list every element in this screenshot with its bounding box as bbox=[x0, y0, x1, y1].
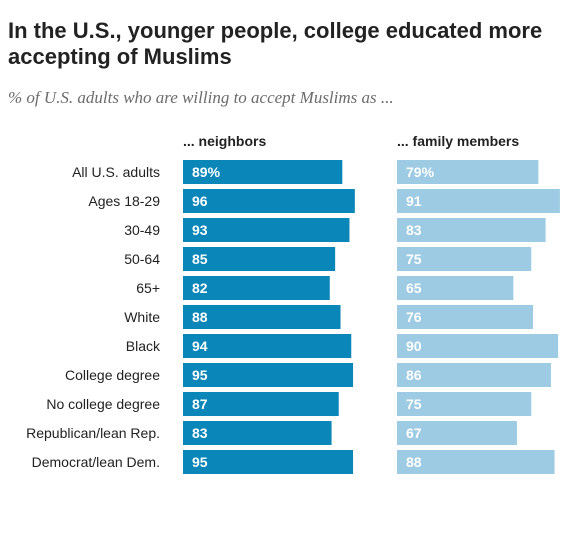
bar-neighbors bbox=[183, 189, 355, 213]
bar-family bbox=[397, 305, 534, 329]
category-label: All U.S. adults bbox=[72, 164, 160, 180]
chart-subtitle: % of U.S. adults who are willing to acce… bbox=[8, 88, 394, 107]
value-label-neighbors: 95 bbox=[192, 454, 208, 470]
bar-neighbors bbox=[183, 276, 330, 300]
value-label-family: 67 bbox=[406, 425, 422, 441]
value-label-family: 75 bbox=[406, 396, 422, 412]
value-label-family: 90 bbox=[406, 338, 422, 354]
bar-family bbox=[397, 160, 539, 184]
value-label-family: 75 bbox=[406, 251, 422, 267]
value-label-family: 79% bbox=[406, 164, 435, 180]
bar-neighbors bbox=[183, 363, 354, 387]
bar-family bbox=[397, 247, 532, 271]
bar-family bbox=[397, 363, 551, 387]
category-label: White bbox=[124, 309, 160, 325]
category-label: No college degree bbox=[46, 396, 160, 412]
bar-neighbors bbox=[183, 334, 352, 358]
value-label-neighbors: 85 bbox=[192, 251, 208, 267]
category-label: 65+ bbox=[136, 280, 160, 296]
bar-family bbox=[397, 392, 532, 416]
bar-family bbox=[397, 421, 517, 445]
bar-neighbors bbox=[183, 450, 354, 474]
value-label-neighbors: 96 bbox=[192, 193, 208, 209]
value-label-family: 65 bbox=[406, 280, 422, 296]
value-label-neighbors: 89% bbox=[192, 164, 221, 180]
category-label: Black bbox=[126, 338, 161, 354]
value-label-family: 86 bbox=[406, 367, 422, 383]
value-label-neighbors: 82 bbox=[192, 280, 208, 296]
bar-family bbox=[397, 276, 514, 300]
value-label-neighbors: 94 bbox=[192, 338, 208, 354]
value-label-neighbors: 87 bbox=[192, 396, 208, 412]
bar-family bbox=[397, 450, 555, 474]
category-label: Republican/lean Rep. bbox=[26, 425, 160, 441]
bar-family bbox=[397, 334, 559, 358]
bar-family bbox=[397, 218, 546, 242]
category-label: 50-64 bbox=[124, 251, 160, 267]
chart-title: In the U.S., younger people, college edu… bbox=[8, 18, 543, 69]
category-label: 30-49 bbox=[124, 222, 160, 238]
bar-family bbox=[397, 189, 560, 213]
bar-neighbors bbox=[183, 421, 332, 445]
bar-neighbors bbox=[183, 160, 343, 184]
value-label-neighbors: 95 bbox=[192, 367, 208, 383]
value-label-family: 83 bbox=[406, 222, 422, 238]
bar-neighbors bbox=[183, 392, 339, 416]
series-header-neighbors: ... neighbors bbox=[183, 133, 267, 149]
bar-neighbors bbox=[183, 218, 350, 242]
category-label: Ages 18-29 bbox=[88, 193, 160, 209]
value-label-family: 91 bbox=[406, 193, 422, 209]
category-label: College degree bbox=[65, 367, 160, 383]
value-label-family: 88 bbox=[406, 454, 422, 470]
bar-neighbors bbox=[183, 305, 341, 329]
value-label-neighbors: 83 bbox=[192, 425, 208, 441]
bar-neighbors bbox=[183, 247, 336, 271]
value-label-neighbors: 93 bbox=[192, 222, 208, 238]
series-header-family: ... family members bbox=[397, 133, 520, 149]
value-label-neighbors: 88 bbox=[192, 309, 208, 325]
category-label: Democrat/lean Dem. bbox=[32, 454, 160, 470]
value-label-family: 76 bbox=[406, 309, 422, 325]
